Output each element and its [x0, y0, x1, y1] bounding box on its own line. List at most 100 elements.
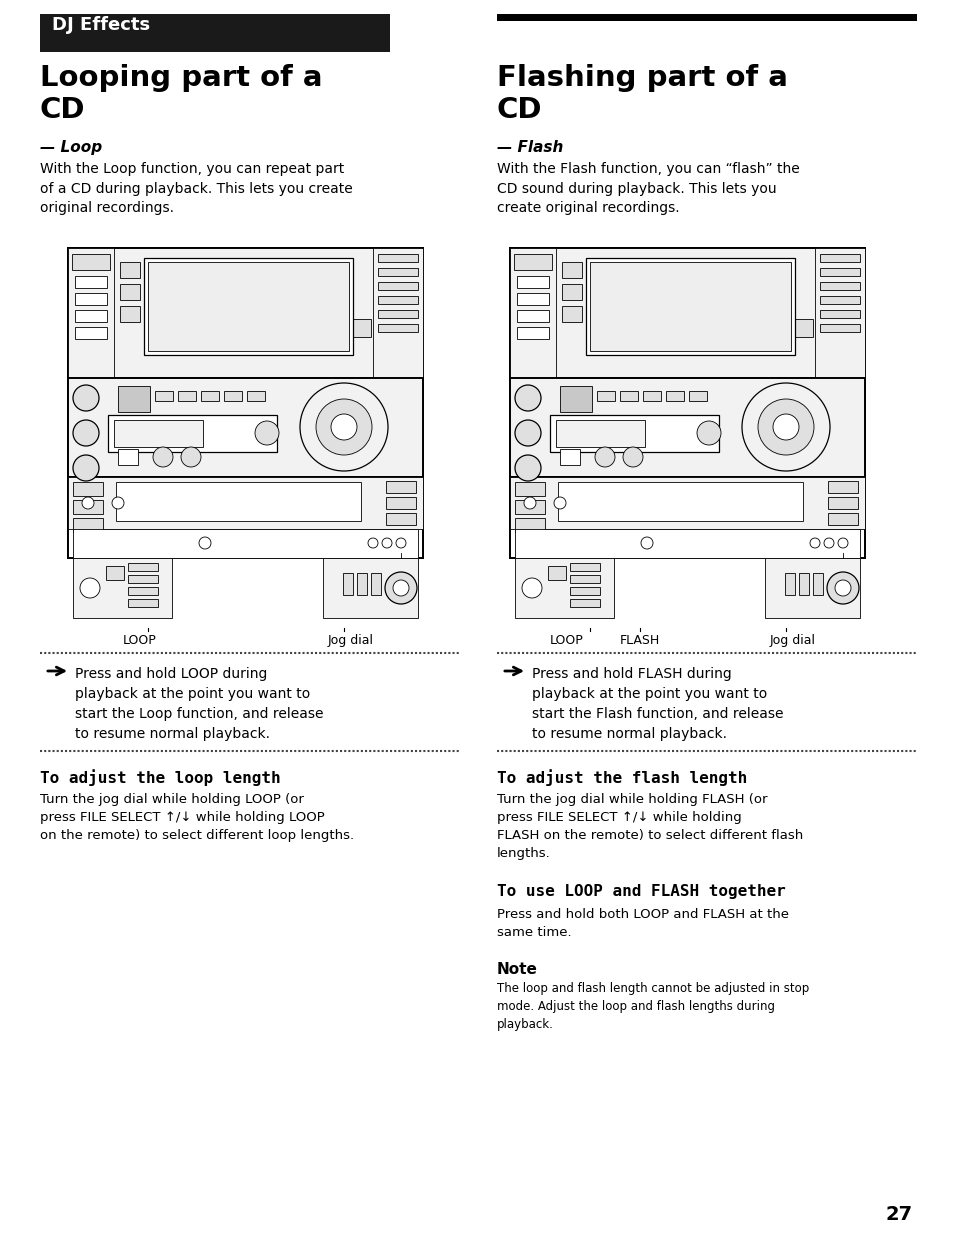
Bar	[764, 558, 859, 618]
Text: To adjust the loop length: To adjust the loop length	[40, 769, 280, 785]
Circle shape	[595, 447, 615, 467]
Circle shape	[254, 421, 278, 445]
Text: LOOP: LOOP	[123, 634, 156, 647]
Bar	[201, 391, 219, 401]
Bar	[515, 558, 614, 618]
Bar	[820, 310, 859, 317]
Bar	[68, 248, 422, 378]
Bar	[68, 248, 113, 378]
Circle shape	[82, 496, 94, 509]
Bar	[371, 573, 380, 595]
Bar	[561, 262, 581, 278]
Bar	[113, 420, 203, 447]
Bar	[510, 477, 864, 529]
Circle shape	[515, 454, 540, 480]
Bar	[510, 477, 864, 558]
Bar	[178, 391, 195, 401]
Circle shape	[73, 385, 99, 411]
Text: Jog dial: Jog dial	[769, 634, 815, 647]
Bar	[558, 482, 802, 521]
Bar	[547, 566, 565, 580]
Bar	[377, 296, 417, 304]
Bar	[569, 563, 599, 571]
Bar	[820, 282, 859, 290]
Bar	[569, 576, 599, 583]
Bar	[128, 563, 158, 571]
Bar	[515, 529, 859, 558]
Bar	[820, 324, 859, 332]
Text: The loop and flash length cannot be adjusted in stop
mode. Adjust the loop and f: The loop and flash length cannot be adju…	[497, 982, 808, 1031]
Circle shape	[772, 414, 799, 440]
Bar	[128, 587, 158, 595]
Bar	[356, 573, 367, 595]
Bar	[75, 310, 107, 322]
Bar	[106, 566, 124, 580]
Bar	[569, 599, 599, 606]
Circle shape	[80, 578, 100, 598]
Bar	[118, 450, 138, 466]
Bar	[665, 391, 683, 401]
Circle shape	[640, 537, 652, 550]
Circle shape	[393, 580, 409, 597]
Bar	[550, 415, 719, 452]
Bar	[75, 293, 107, 305]
Bar	[597, 391, 615, 401]
Bar	[68, 477, 422, 558]
Text: To use LOOP and FLASH together: To use LOOP and FLASH together	[497, 884, 785, 899]
Bar	[812, 573, 822, 595]
Text: Press and hold both LOOP and FLASH at the
same time.: Press and hold both LOOP and FLASH at th…	[497, 908, 788, 939]
Bar	[827, 529, 857, 541]
Bar	[373, 248, 422, 378]
Text: Press and hold LOOP during
playback at the point you want to
start the Loop func: Press and hold LOOP during playback at t…	[75, 667, 323, 741]
Bar	[73, 482, 103, 496]
Text: Looping part of a: Looping part of a	[40, 64, 322, 91]
Bar	[108, 415, 276, 452]
Bar	[556, 420, 644, 447]
Circle shape	[515, 420, 540, 446]
Text: Press and hold FLASH during
playback at the point you want to
start the Flash fu: Press and hold FLASH during playback at …	[532, 667, 782, 741]
Circle shape	[199, 537, 211, 550]
Bar	[377, 254, 417, 262]
Bar	[343, 319, 371, 337]
Bar	[73, 558, 172, 618]
Circle shape	[826, 572, 858, 604]
Bar	[827, 513, 857, 525]
Circle shape	[823, 538, 833, 548]
Bar	[514, 254, 552, 270]
Bar	[154, 391, 172, 401]
Circle shape	[809, 538, 820, 548]
Bar	[799, 573, 808, 595]
Bar	[224, 391, 242, 401]
Bar	[377, 268, 417, 275]
Text: LOOP: LOOP	[550, 634, 583, 647]
Bar	[517, 327, 548, 338]
Text: CD: CD	[40, 96, 86, 124]
Bar	[120, 284, 140, 300]
Bar	[73, 529, 417, 558]
Bar	[814, 248, 864, 378]
Bar	[784, 319, 812, 337]
Bar	[510, 248, 556, 378]
Bar	[377, 282, 417, 290]
Circle shape	[73, 420, 99, 446]
Bar	[377, 310, 417, 317]
Circle shape	[181, 447, 201, 467]
Bar	[377, 324, 417, 332]
Bar	[515, 500, 544, 514]
Text: With the Flash function, you can “flash” the
CD sound during playback. This lets: With the Flash function, you can “flash”…	[497, 162, 799, 215]
Bar	[73, 500, 103, 514]
Bar	[386, 529, 416, 541]
Text: Jog dial: Jog dial	[328, 634, 374, 647]
Bar	[68, 477, 422, 529]
Bar	[559, 450, 579, 466]
Bar	[386, 513, 416, 525]
Text: Flashing part of a: Flashing part of a	[497, 64, 787, 91]
Bar	[827, 496, 857, 509]
Text: 27: 27	[884, 1205, 912, 1224]
Circle shape	[741, 383, 829, 471]
Bar	[517, 293, 548, 305]
Bar	[386, 496, 416, 509]
Bar	[75, 327, 107, 338]
Circle shape	[521, 578, 541, 598]
Bar	[73, 517, 103, 532]
